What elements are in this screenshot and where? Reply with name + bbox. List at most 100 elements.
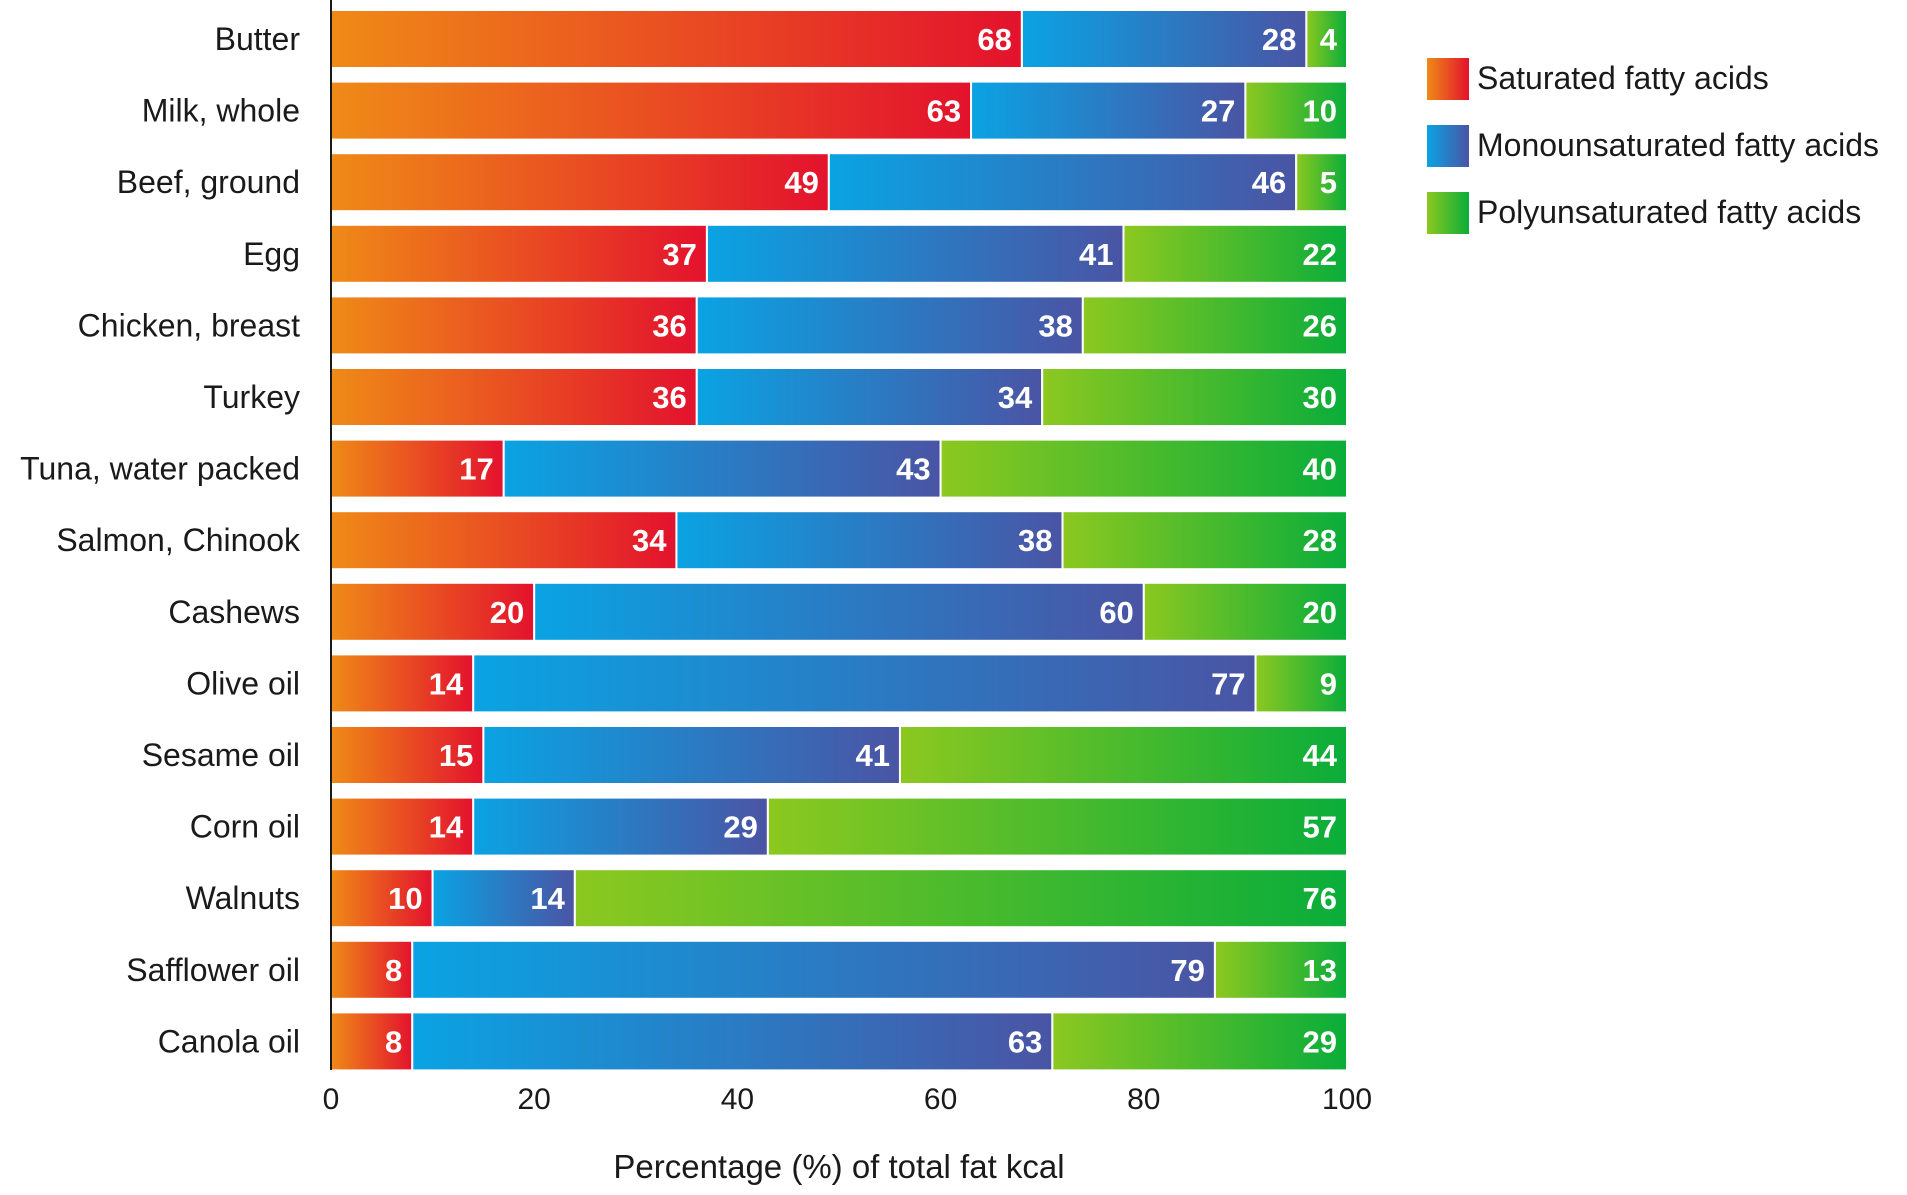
- value-label-milk-whole-polyunsaturated-fatty-acids: 10: [1303, 94, 1337, 129]
- bar-chicken-breast-monounsaturated-fatty-acids: [695, 295, 1084, 356]
- value-label-chicken-breast-polyunsaturated-fatty-acids: 26: [1303, 308, 1337, 343]
- value-label-safflower-oil-monounsaturated-fatty-acids: 79: [1170, 953, 1204, 988]
- bar-chicken-breast-saturated-fatty-acids: [330, 295, 698, 356]
- bar-beef-ground-polyunsaturated-fatty-acids: [1295, 152, 1348, 213]
- bar-beef-ground-saturated-fatty-acids: [330, 152, 830, 213]
- value-label-butter-polyunsaturated-fatty-acids: 4: [1320, 22, 1338, 57]
- category-label-olive-oil: Olive oil: [186, 665, 300, 701]
- bar-salmon-chinook-polyunsaturated-fatty-acids: [1061, 510, 1349, 571]
- category-label-canola-oil: Canola oil: [158, 1023, 300, 1059]
- value-label-egg-saturated-fatty-acids: 37: [662, 237, 696, 272]
- value-label-sesame-oil-saturated-fatty-acids: 15: [439, 738, 473, 773]
- x-tick-label-20: 20: [518, 1083, 551, 1116]
- bar-canola-oil-monounsaturated-fatty-acids: [411, 1011, 1054, 1072]
- value-label-beef-ground-polyunsaturated-fatty-acids: 5: [1320, 165, 1337, 200]
- bar-olive-oil-monounsaturated-fatty-acids: [472, 653, 1257, 714]
- value-label-butter-monounsaturated-fatty-acids: 28: [1262, 22, 1296, 57]
- bar-chicken-breast-polyunsaturated-fatty-acids: [1081, 295, 1348, 356]
- legend-label-saturated-fatty-acids: Saturated fatty acids: [1477, 60, 1769, 96]
- bar-olive-oil-saturated-fatty-acids: [330, 653, 475, 714]
- legend-label-monounsaturated-fatty-acids: Monounsaturated fatty acids: [1477, 127, 1879, 163]
- value-label-turkey-saturated-fatty-acids: 36: [652, 380, 686, 415]
- bar-corn-oil-monounsaturated-fatty-acids: [472, 796, 769, 857]
- bar-corn-oil-polyunsaturated-fatty-acids: [766, 796, 1348, 857]
- category-label-walnuts: Walnuts: [186, 880, 300, 916]
- bar-cashews-saturated-fatty-acids: [330, 581, 536, 642]
- bar-safflower-oil-polyunsaturated-fatty-acids: [1213, 939, 1349, 1000]
- value-label-cashews-polyunsaturated-fatty-acids: 20: [1303, 595, 1337, 630]
- bar-turkey-polyunsaturated-fatty-acids: [1041, 367, 1348, 427]
- value-label-canola-oil-polyunsaturated-fatty-acids: 29: [1303, 1024, 1337, 1059]
- value-label-corn-oil-polyunsaturated-fatty-acids: 57: [1303, 810, 1337, 845]
- bar-turkey-saturated-fatty-acids: [330, 367, 698, 427]
- x-axis-title: Percentage (%) of total fat kcal: [613, 1148, 1064, 1185]
- bar-canola-oil-polyunsaturated-fatty-acids: [1051, 1011, 1348, 1072]
- legend-label-polyunsaturated-fatty-acids: Polyunsaturated fatty acids: [1477, 194, 1861, 230]
- value-label-chicken-breast-monounsaturated-fatty-acids: 38: [1038, 308, 1072, 343]
- bar-salmon-chinook-monounsaturated-fatty-acids: [675, 510, 1064, 571]
- bar-beef-ground-monounsaturated-fatty-acids: [827, 152, 1298, 213]
- bar-safflower-oil-saturated-fatty-acids: [330, 939, 414, 1000]
- category-label-beef-ground: Beef, ground: [117, 164, 300, 200]
- bar-cashews-monounsaturated-fatty-acids: [533, 581, 1145, 642]
- value-label-butter-saturated-fatty-acids: 68: [977, 22, 1011, 57]
- x-tick-label-60: 60: [924, 1083, 957, 1116]
- bar-milk-whole-saturated-fatty-acids: [330, 80, 973, 141]
- category-label-safflower-oil: Safflower oil: [126, 952, 300, 988]
- value-label-olive-oil-polyunsaturated-fatty-acids: 9: [1320, 666, 1337, 701]
- value-label-cashews-saturated-fatty-acids: 20: [490, 595, 524, 630]
- value-label-sesame-oil-monounsaturated-fatty-acids: 41: [855, 738, 889, 773]
- value-label-salmon-chinook-polyunsaturated-fatty-acids: 28: [1303, 523, 1337, 558]
- category-label-chicken-breast: Chicken, breast: [78, 307, 300, 343]
- value-label-beef-ground-saturated-fatty-acids: 49: [784, 165, 818, 200]
- category-label-corn-oil: Corn oil: [190, 809, 300, 845]
- legend-swatch-polyunsaturated-fatty-acids: [1427, 192, 1469, 234]
- bar-butter-monounsaturated-fatty-acids: [1020, 9, 1308, 69]
- x-tick-label-100: 100: [1322, 1083, 1372, 1116]
- bar-butter-saturated-fatty-acids: [330, 9, 1023, 69]
- bar-egg-saturated-fatty-acids: [330, 223, 708, 284]
- x-axis: 0 20 40 60 80 100 Percentage (%) of total fat …: [323, 0, 1372, 1185]
- legend: Saturated fatty acids Monounsaturated fat…: [1427, 58, 1879, 234]
- bar-butter-polyunsaturated-fatty-acids: [1305, 9, 1348, 69]
- bar-milk-whole-polyunsaturated-fatty-acids: [1244, 80, 1349, 141]
- legend-swatch-saturated-fatty-acids: [1427, 58, 1469, 100]
- bar-walnuts-monounsaturated-fatty-acids: [431, 868, 576, 929]
- bar-salmon-chinook-saturated-fatty-acids: [330, 510, 678, 571]
- value-label-walnuts-saturated-fatty-acids: 10: [388, 881, 422, 916]
- value-label-walnuts-polyunsaturated-fatty-acids: 76: [1303, 881, 1337, 916]
- value-label-safflower-oil-saturated-fatty-acids: 8: [385, 953, 402, 988]
- value-label-milk-whole-monounsaturated-fatty-acids: 27: [1201, 94, 1235, 129]
- bar-walnuts-polyunsaturated-fatty-acids: [573, 868, 1348, 929]
- category-label-salmon-chinook: Salmon, Chinook: [56, 522, 301, 558]
- bar-turkey-monounsaturated-fatty-acids: [695, 367, 1044, 427]
- value-label-canola-oil-monounsaturated-fatty-acids: 63: [1008, 1024, 1042, 1059]
- value-label-olive-oil-saturated-fatty-acids: 14: [429, 666, 464, 701]
- category-label-turkey: Turkey: [203, 379, 300, 415]
- legend-swatch-monounsaturated-fatty-acids: [1427, 125, 1469, 167]
- bar-egg-monounsaturated-fatty-acids: [705, 223, 1125, 284]
- value-label-olive-oil-monounsaturated-fatty-acids: 77: [1211, 666, 1245, 701]
- value-label-tuna-water-packed-monounsaturated-fatty-acids: 43: [896, 452, 930, 487]
- value-label-salmon-chinook-saturated-fatty-acids: 34: [632, 523, 667, 558]
- x-tick-label-80: 80: [1127, 1083, 1160, 1116]
- bar-sesame-oil-polyunsaturated-fatty-acids: [898, 725, 1349, 785]
- value-label-walnuts-monounsaturated-fatty-acids: 14: [530, 881, 565, 916]
- bar-egg-polyunsaturated-fatty-acids: [1122, 223, 1348, 284]
- value-label-milk-whole-saturated-fatty-acids: 63: [927, 94, 961, 129]
- bar-sesame-oil-monounsaturated-fatty-acids: [482, 725, 901, 785]
- value-label-safflower-oil-polyunsaturated-fatty-acids: 13: [1303, 953, 1337, 988]
- value-label-tuna-water-packed-polyunsaturated-fatty-acids: 40: [1303, 452, 1337, 487]
- value-label-egg-polyunsaturated-fatty-acids: 22: [1303, 237, 1337, 272]
- value-label-cashews-monounsaturated-fatty-acids: 60: [1099, 595, 1133, 630]
- value-label-tuna-water-packed-saturated-fatty-acids: 17: [459, 452, 493, 487]
- bar-tuna-water-packed-monounsaturated-fatty-acids: [502, 438, 942, 499]
- value-label-corn-oil-monounsaturated-fatty-acids: 29: [723, 810, 757, 845]
- value-label-turkey-monounsaturated-fatty-acids: 34: [998, 380, 1033, 415]
- bar-cashews-polyunsaturated-fatty-acids: [1142, 581, 1349, 642]
- category-label-butter: Butter: [215, 21, 301, 57]
- bars-layer: 68 28 4 63 27 10 49 46 5 37 41 22 36 38 26 36 34 30 17 43 40…: [330, 9, 1349, 1072]
- value-label-sesame-oil-polyunsaturated-fatty-acids: 44: [1303, 738, 1338, 773]
- category-label-tuna-water-packed: Tuna, water packed: [20, 451, 300, 487]
